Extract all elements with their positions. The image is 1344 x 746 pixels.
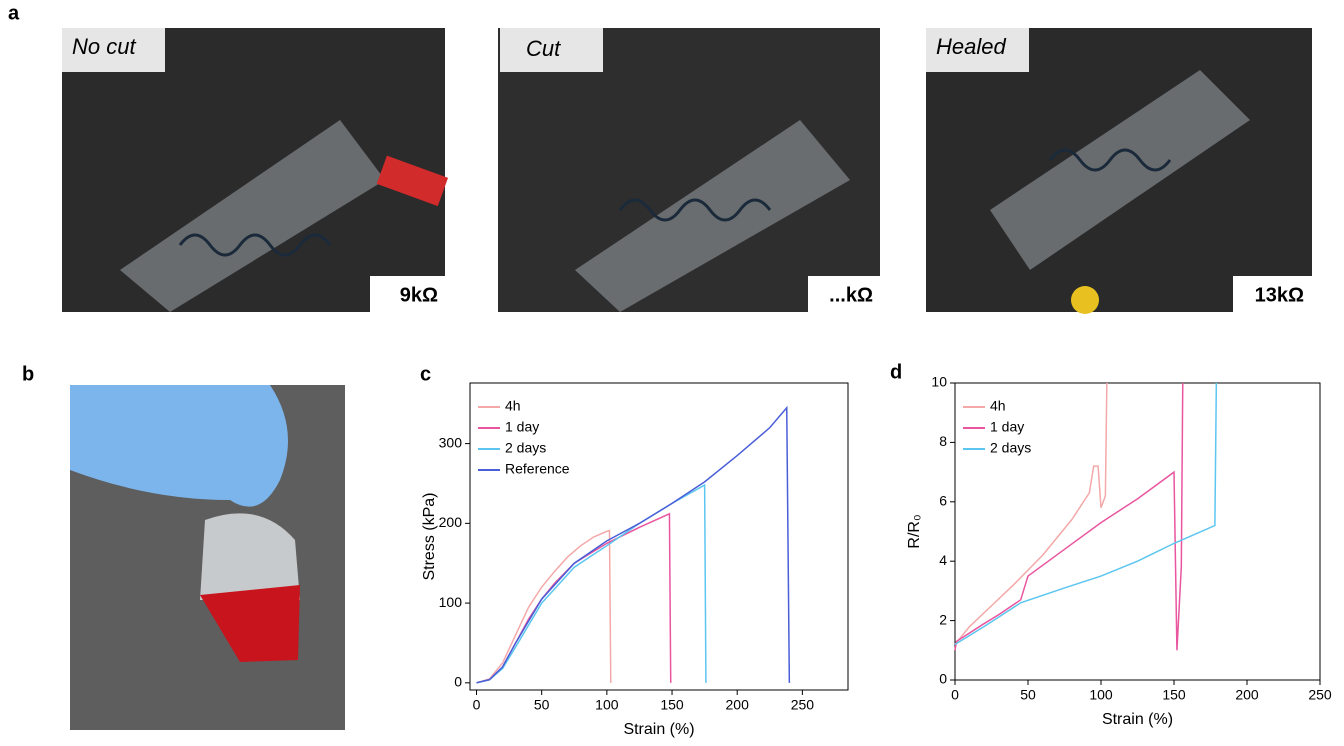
x-tick-label: 200 (726, 697, 750, 713)
panel-label: c (420, 363, 431, 385)
x-axis-label: Strain (%) (623, 721, 694, 738)
x-tick-label: 50 (1020, 687, 1036, 703)
y-tick-label: 0 (939, 671, 947, 687)
x-tick-label: 200 (1235, 687, 1259, 703)
y-axis-label: Stress (kPa) (421, 492, 438, 580)
x-tick-label: 150 (660, 697, 684, 713)
y-tick-label: 100 (439, 594, 463, 610)
panel-label: a (8, 2, 20, 24)
photo (926, 28, 1312, 314)
legend-label: 2 days (990, 440, 1031, 456)
legend-label: 1 day (505, 419, 539, 435)
x-tick-label: 150 (1162, 687, 1186, 703)
resistance-label: 9kΩ (400, 284, 438, 306)
y-tick-label: 300 (439, 434, 463, 450)
data-line (476, 405, 791, 684)
data-line (954, 382, 1108, 645)
plot-frame (954, 382, 1321, 681)
legend-label: 1 day (990, 419, 1024, 435)
x-tick-label: 250 (791, 697, 815, 713)
legend-label: 4h (505, 398, 521, 414)
photo-label: Cut (526, 36, 561, 61)
x-tick-label: 0 (473, 697, 481, 713)
legend-label: 4h (990, 398, 1006, 414)
plot-frame (469, 382, 849, 691)
x-tick-label: 250 (1308, 687, 1332, 703)
legend-label: Reference (505, 461, 570, 477)
legend-label: 2 days (505, 440, 546, 456)
x-tick-label: 100 (595, 697, 619, 713)
y-tick-label: 200 (439, 514, 463, 530)
photo (498, 28, 880, 312)
photo (62, 28, 449, 312)
y-tick-label: 4 (939, 552, 947, 568)
x-tick-label: 50 (534, 697, 550, 713)
data-line (954, 382, 1218, 646)
photo-label: Healed (936, 34, 1006, 59)
resistance-label: ...kΩ (829, 284, 873, 306)
y-axis-label: R/R₀ (906, 514, 923, 548)
x-tick-label: 0 (951, 687, 959, 703)
data-line (476, 529, 612, 684)
resistance-label: 13kΩ (1255, 284, 1304, 306)
y-tick-label: 6 (939, 493, 947, 509)
panel-label: d (890, 361, 902, 383)
photo (70, 385, 345, 730)
y-tick-label: 10 (931, 374, 947, 390)
x-axis-label: Strain (%) (1102, 711, 1173, 728)
y-tick-label: 8 (939, 433, 947, 449)
photo-label: No cut (72, 34, 136, 59)
x-tick-label: 100 (1089, 687, 1113, 703)
panel-label: b (22, 363, 34, 385)
y-tick-label: 0 (454, 674, 462, 690)
y-tick-label: 2 (939, 611, 947, 627)
data-line (954, 382, 1184, 651)
data-line (476, 483, 707, 684)
